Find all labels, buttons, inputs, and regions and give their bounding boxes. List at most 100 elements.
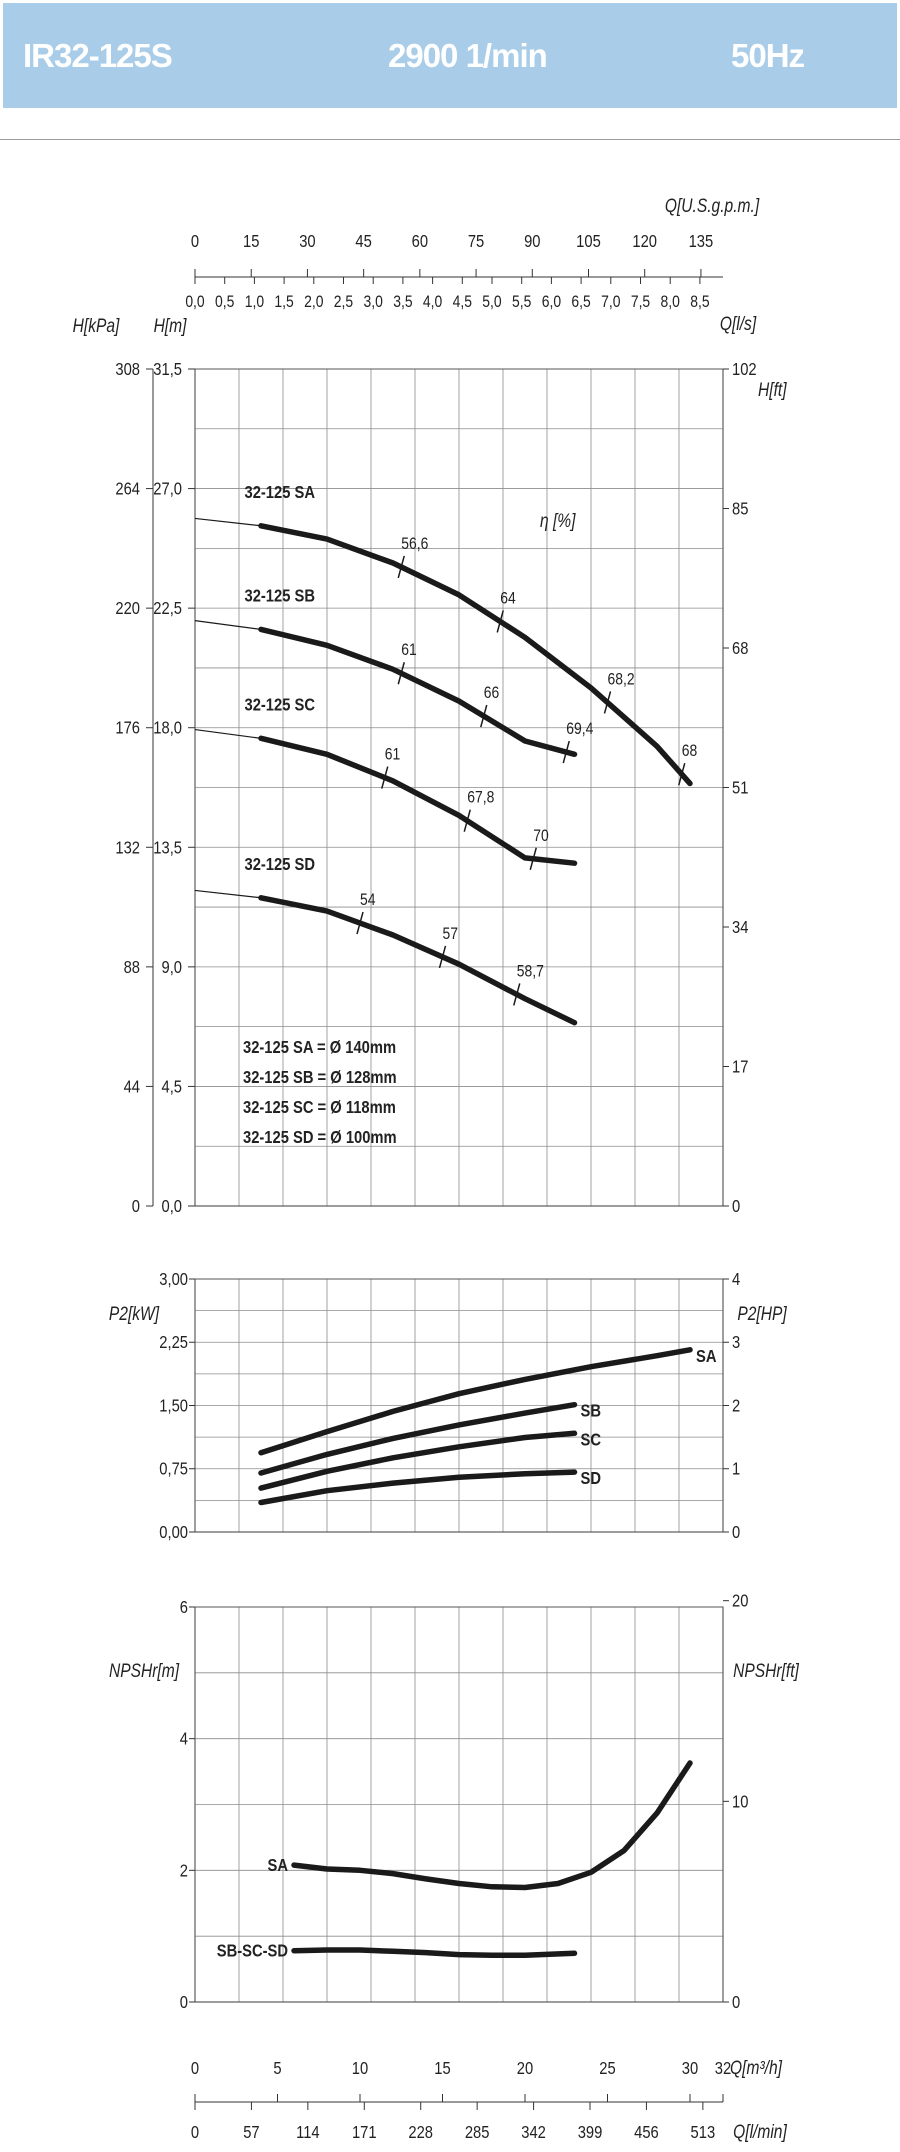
efficiency-mark — [463, 809, 471, 832]
q-lmin-tick-label: 285 — [465, 2123, 490, 2143]
head-curve — [258, 626, 578, 758]
efficiency-label: 68,2 — [608, 670, 635, 689]
q-ls-tick-label: 2,0 — [304, 293, 324, 312]
p2-kw-tick-label: 3,00 — [159, 1270, 188, 1290]
efficiency-mark — [496, 610, 504, 633]
h-ft-tick-label: 17 — [732, 1057, 748, 1077]
q-usgpm-axis-label: Q[U.S.g.p.m.] — [665, 195, 760, 217]
q-usgpm-tick-label: 135 — [689, 232, 714, 252]
q-usgpm-tick-label: 30 — [299, 232, 315, 252]
power-curve — [258, 1430, 578, 1491]
power-series-label: SB — [581, 1401, 602, 1421]
p2-kw-tick-label: 2,25 — [159, 1333, 188, 1353]
q-m3h-tick-label: 0 — [191, 2059, 199, 2079]
efficiency-mark — [529, 847, 537, 870]
power-curve — [258, 1469, 578, 1506]
h-kpa-tick-label: 176 — [115, 718, 140, 738]
q-ls-tick-label: 8,0 — [661, 293, 681, 312]
h-m-tick-label: 18,0 — [153, 718, 182, 738]
p2-kw-tick-label: 1,50 — [159, 1396, 188, 1416]
npshr-m-tick-label: 0 — [180, 1993, 188, 2013]
head-series-label: 32-125 SA — [245, 482, 316, 502]
q-ls-tick-label: 0,0 — [185, 293, 205, 312]
efficiency-mark — [480, 704, 488, 728]
speed-title: 2900 1/min — [388, 37, 548, 74]
efficiency-label: 56,6 — [401, 535, 428, 554]
efficiency-label: 57 — [443, 925, 458, 944]
power-series-label: SA — [696, 1347, 717, 1367]
p2-kw-tick-label: 0,75 — [159, 1459, 188, 1479]
power-grid — [194, 1278, 724, 1533]
head-curve — [258, 523, 693, 787]
efficiency-mark — [381, 766, 389, 789]
p2-hp-tick-label: 2 — [732, 1396, 740, 1416]
efficiency-mark — [397, 555, 405, 579]
q-m3h-axis-label: Q[m³/h] — [730, 2057, 783, 2079]
h-m-tick-label: 13,5 — [153, 838, 182, 858]
h-ft-tick-label: 68 — [732, 639, 748, 659]
p2-hp-axis-label: P2[HP] — [737, 1303, 787, 1325]
h-kpa-tick-label: 0 — [132, 1197, 140, 1217]
npshr-ft-tick-label: 0 — [732, 1993, 740, 2013]
efficiency-label: 66 — [484, 684, 499, 703]
q-lmin-tick-label: 171 — [352, 2123, 377, 2143]
h-kpa-tick-label: 264 — [115, 479, 140, 499]
q-ls-tick-label: 1,5 — [274, 293, 293, 312]
npsh-curve — [291, 1947, 578, 1959]
power-series-label: SC — [581, 1430, 602, 1450]
q-m3h-tick-label: 25 — [599, 2059, 615, 2079]
q-usgpm-tick-label: 60 — [412, 232, 428, 252]
h-m-tick-label: 27,0 — [153, 479, 182, 499]
h-kpa-axis-label: H[kPa] — [73, 315, 121, 337]
h-m-tick-label: 4,5 — [162, 1077, 182, 1097]
npshr-m-tick-label: 4 — [180, 1729, 188, 1749]
q-lmin-tick-label: 228 — [408, 2123, 433, 2143]
efficiency-label: 70 — [533, 827, 549, 846]
power-curve — [258, 1401, 578, 1476]
q-ls-tick-label: 4,5 — [453, 293, 472, 312]
npshr-ft-tick-label: 20 — [732, 1591, 748, 1611]
q-lmin-tick-label: 513 — [691, 2123, 716, 2143]
frequency-title: 50Hz — [731, 37, 805, 74]
efficiency-label: 61 — [401, 641, 416, 660]
q-ls-tick-label: 5,0 — [482, 293, 502, 312]
model-title: IR32-125S — [23, 37, 173, 74]
q-ls-tick-label: 4,0 — [423, 293, 443, 312]
q-usgpm-tick-label: 75 — [468, 232, 484, 252]
diameter-legend-item: 32-125 SC = Ø 118mm — [243, 1098, 396, 1118]
q-ls-tick-label: 0,5 — [215, 293, 234, 312]
q-m3h-tick-label: 15 — [434, 2059, 450, 2079]
h-kpa-tick-label: 308 — [115, 360, 140, 380]
p2-hp-tick-label: 3 — [732, 1333, 740, 1353]
h-m-tick-label: 0,0 — [162, 1197, 182, 1217]
q-ls-axis-label: Q[l/s] — [720, 313, 757, 335]
p2-hp-tick-label: 0 — [732, 1523, 740, 1543]
q-usgpm-tick-label: 15 — [243, 232, 259, 252]
title-bar: IR32-125S 2900 1/min 50Hz — [3, 3, 897, 108]
p2-kw-axis-label: P2[kW] — [109, 1303, 160, 1325]
q-ls-tick-label: 5,5 — [512, 293, 531, 312]
h-ft-tick-label: 85 — [732, 499, 748, 519]
q-lmin-tick-label: 342 — [521, 2123, 546, 2143]
h-kpa-tick-label: 44 — [124, 1077, 140, 1097]
h-kpa-tick-label: 220 — [115, 599, 140, 619]
efficiency-mark — [678, 763, 686, 786]
q-ls-tick-label: 3,0 — [364, 293, 384, 312]
q-m3h-tick-label: 5 — [273, 2059, 281, 2079]
efficiency-mark — [513, 983, 521, 1006]
q-ls-tick-label: 7,5 — [631, 293, 650, 312]
h-ft-tick-label: 0 — [732, 1197, 740, 1217]
q-usgpm-tick-label: 90 — [524, 232, 540, 252]
h-m-axis-label: H[m] — [154, 315, 188, 337]
q-ls-tick-label: 6,0 — [542, 293, 562, 312]
q-ls-tick-label: 6,5 — [571, 293, 590, 312]
q-ls-tick-label: 2,5 — [334, 293, 353, 312]
q-ls-tick-label: 3,5 — [393, 293, 412, 312]
h-ft-tick-label: 34 — [732, 918, 748, 938]
efficiency-mark — [397, 662, 405, 685]
q-ls-tick-label: 8,5 — [690, 293, 709, 312]
h-m-tick-label: 9,0 — [162, 958, 182, 978]
head-curve-thin — [194, 620, 262, 630]
header-divider — [0, 139, 900, 140]
